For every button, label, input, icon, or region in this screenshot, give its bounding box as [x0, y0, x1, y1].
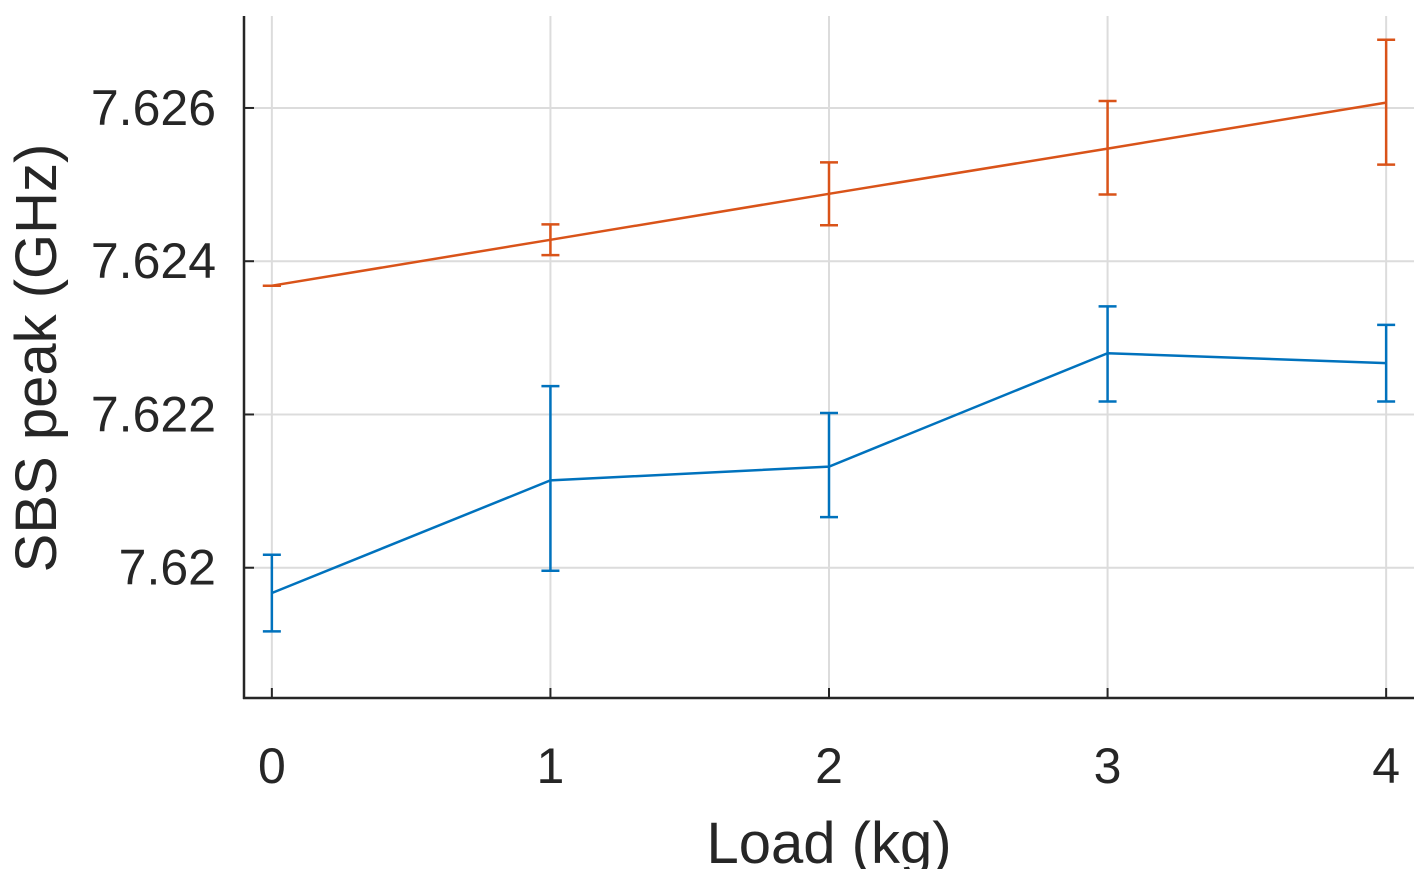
x-tick-label: 0	[258, 738, 286, 794]
tick-labels: 0 1 2 3 4 7.62 7.622 7.624 7.626	[91, 80, 1400, 794]
series-1	[262, 305, 1396, 633]
y-tick-label: 7.62	[119, 540, 216, 596]
y-tick-label: 7.626	[91, 80, 216, 136]
axes	[242, 16, 1414, 700]
x-axis-label: Load (kg)	[706, 811, 951, 869]
x-tick-label: 1	[537, 738, 565, 794]
series-2	[262, 38, 1396, 287]
x-tick-label: 2	[815, 738, 843, 794]
y-tick-label: 7.622	[91, 386, 216, 442]
y-tick-label: 7.624	[91, 233, 216, 289]
y-axis-label: SBS peak (GHz)	[4, 144, 69, 573]
x-tick-label: 3	[1094, 738, 1122, 794]
x-tick-label: 4	[1372, 738, 1400, 794]
series-layer	[262, 38, 1396, 633]
